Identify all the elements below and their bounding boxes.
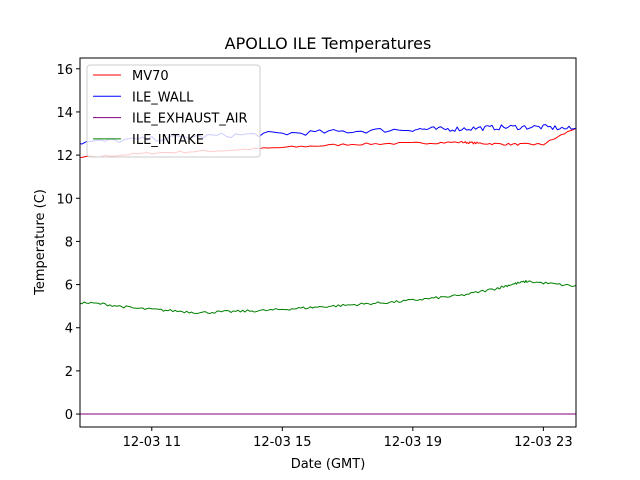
y-tick-label: 14 bbox=[56, 106, 73, 121]
legend-box bbox=[86, 64, 261, 158]
y-tick-label: 8 bbox=[65, 235, 73, 250]
chart-title: APOLLO ILE Temperatures bbox=[225, 34, 432, 53]
y-axis: 0 2 4 6 8 10 12 14 16 bbox=[56, 63, 80, 423]
y-tick-label: 4 bbox=[65, 322, 73, 337]
y-tick-label: 6 bbox=[65, 279, 73, 294]
x-tick-label: 12-03 11 bbox=[123, 435, 181, 450]
y-axis-label: Temperature (C) bbox=[33, 189, 48, 296]
x-axis-label: Date (GMT) bbox=[291, 457, 366, 472]
series-layer bbox=[80, 124, 576, 415]
x-tick-label: 12-03 19 bbox=[384, 435, 442, 450]
legend-label: ILE_INTAKE bbox=[132, 133, 204, 148]
legend-label: ILE_EXHAUST_AIR bbox=[132, 112, 248, 127]
x-tick-label: 12-03 23 bbox=[514, 435, 572, 450]
legend: MV70 ILE_WALL ILE_EXHAUST_AIR ILE_INTAKE bbox=[86, 64, 261, 158]
legend-label: ILE_WALL bbox=[132, 90, 194, 105]
y-tick-label: 12 bbox=[56, 149, 73, 164]
series-line-mv70 bbox=[80, 127, 576, 158]
y-tick-label: 2 bbox=[65, 365, 73, 380]
legend-label: MV70 bbox=[132, 69, 169, 84]
x-tick-label: 12-03 15 bbox=[253, 435, 311, 450]
y-tick-label: 0 bbox=[65, 408, 73, 423]
series-line-ile-wall bbox=[80, 124, 576, 145]
y-tick-label: 16 bbox=[56, 63, 73, 78]
series-line-ile-intake bbox=[80, 279, 576, 314]
y-tick-label: 10 bbox=[56, 192, 73, 207]
plot-frame bbox=[79, 57, 577, 428]
